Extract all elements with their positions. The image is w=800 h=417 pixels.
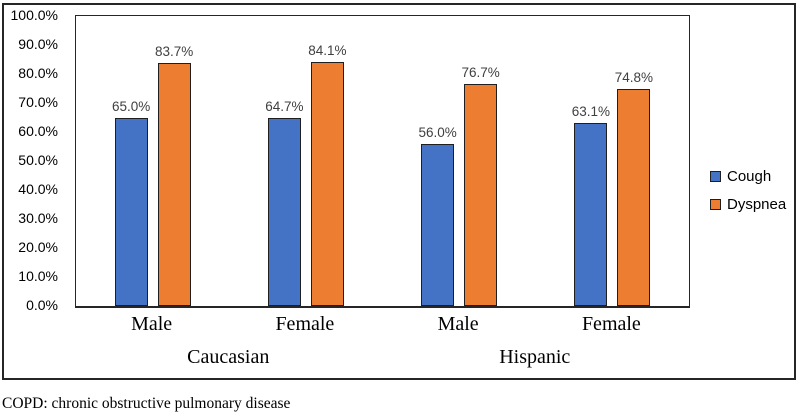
x-group-labels: Caucasian Hispanic: [75, 346, 688, 369]
bar-dyspnea-3: 74.8%: [615, 70, 653, 306]
y-tick-label: 80.0%: [18, 65, 58, 81]
bar-dyspnea-0: 83.7%: [155, 44, 193, 306]
legend: Cough Dyspnea: [710, 167, 786, 223]
x-category-label-3: Female: [581, 313, 641, 335]
bar-cough-2: 56.0%: [418, 125, 457, 306]
y-tick-label: 60.0%: [18, 123, 58, 139]
y-tick-label: 30.0%: [18, 210, 58, 226]
legend-item-dyspnea: Dyspnea: [710, 195, 786, 213]
bar-group-female-1: 64.7% 84.1%: [229, 16, 382, 306]
bar-value-label: 56.0%: [418, 124, 457, 140]
y-tick-label: 50.0%: [18, 152, 58, 168]
x-group-label-caucasian: Caucasian: [187, 346, 270, 368]
y-tick-label: 100.0%: [10, 7, 58, 23]
bar-cough-1: 64.7%: [265, 99, 304, 306]
bar-group-female-3: 63.1% 74.8%: [536, 16, 689, 306]
y-tick-label: 40.0%: [18, 181, 58, 197]
bar-value-label: 65.0%: [111, 98, 151, 114]
legend-swatch-icon: [710, 198, 721, 210]
bar-group-male-0: 65.0% 83.7%: [76, 16, 229, 306]
bar-cough-0: 65.0%: [112, 99, 150, 306]
y-tick-label: 10.0%: [18, 268, 58, 284]
legend-label: Cough: [727, 167, 772, 185]
footnote: COPD: chronic obstructive pulmonary dise…: [2, 395, 291, 412]
bar-dyspnea-1: 84.1%: [308, 43, 347, 306]
x-category-label-1: Female: [275, 313, 335, 335]
x-group-label-hispanic: Hispanic: [499, 346, 571, 368]
legend-label: Dyspnea: [727, 195, 787, 213]
y-axis: 100.0% 90.0% 80.0% 70.0% 60.0% 50.0% 40.0% 30.0…: [0, 0, 60, 320]
plot-inner: 65.0% 83.7% 64.7% 84.1% 56.0% 76.7% 63.1% 74.8%: [76, 16, 689, 306]
x-category-labels: Male Female Male Female: [75, 313, 688, 336]
legend-swatch-icon: [710, 170, 721, 182]
bar-value-label: 63.1%: [571, 104, 611, 120]
x-category-label-0: Male: [131, 313, 173, 335]
bar-value-label: 76.7%: [461, 64, 500, 80]
bar-cough-3: 63.1%: [572, 104, 610, 306]
plot-area: 65.0% 83.7% 64.7% 84.1% 56.0% 76.7% 63.1% 74.8%: [75, 15, 690, 308]
y-tick-label: 70.0%: [18, 94, 58, 110]
y-tick-label: 90.0%: [18, 36, 58, 52]
bar-value-label: 74.8%: [614, 70, 654, 86]
bar-value-label: 64.7%: [265, 99, 304, 115]
x-category-label-2: Male: [437, 313, 479, 335]
bar-value-label: 83.7%: [154, 44, 194, 60]
bar-group-male-2: 56.0% 76.7%: [383, 16, 536, 306]
y-tick-label: 0.0%: [26, 297, 58, 313]
bar-value-label: 84.1%: [308, 43, 347, 59]
legend-item-cough: Cough: [710, 167, 786, 185]
bar-dyspnea-2: 76.7%: [461, 65, 500, 306]
y-tick-label: 20.0%: [18, 239, 58, 255]
